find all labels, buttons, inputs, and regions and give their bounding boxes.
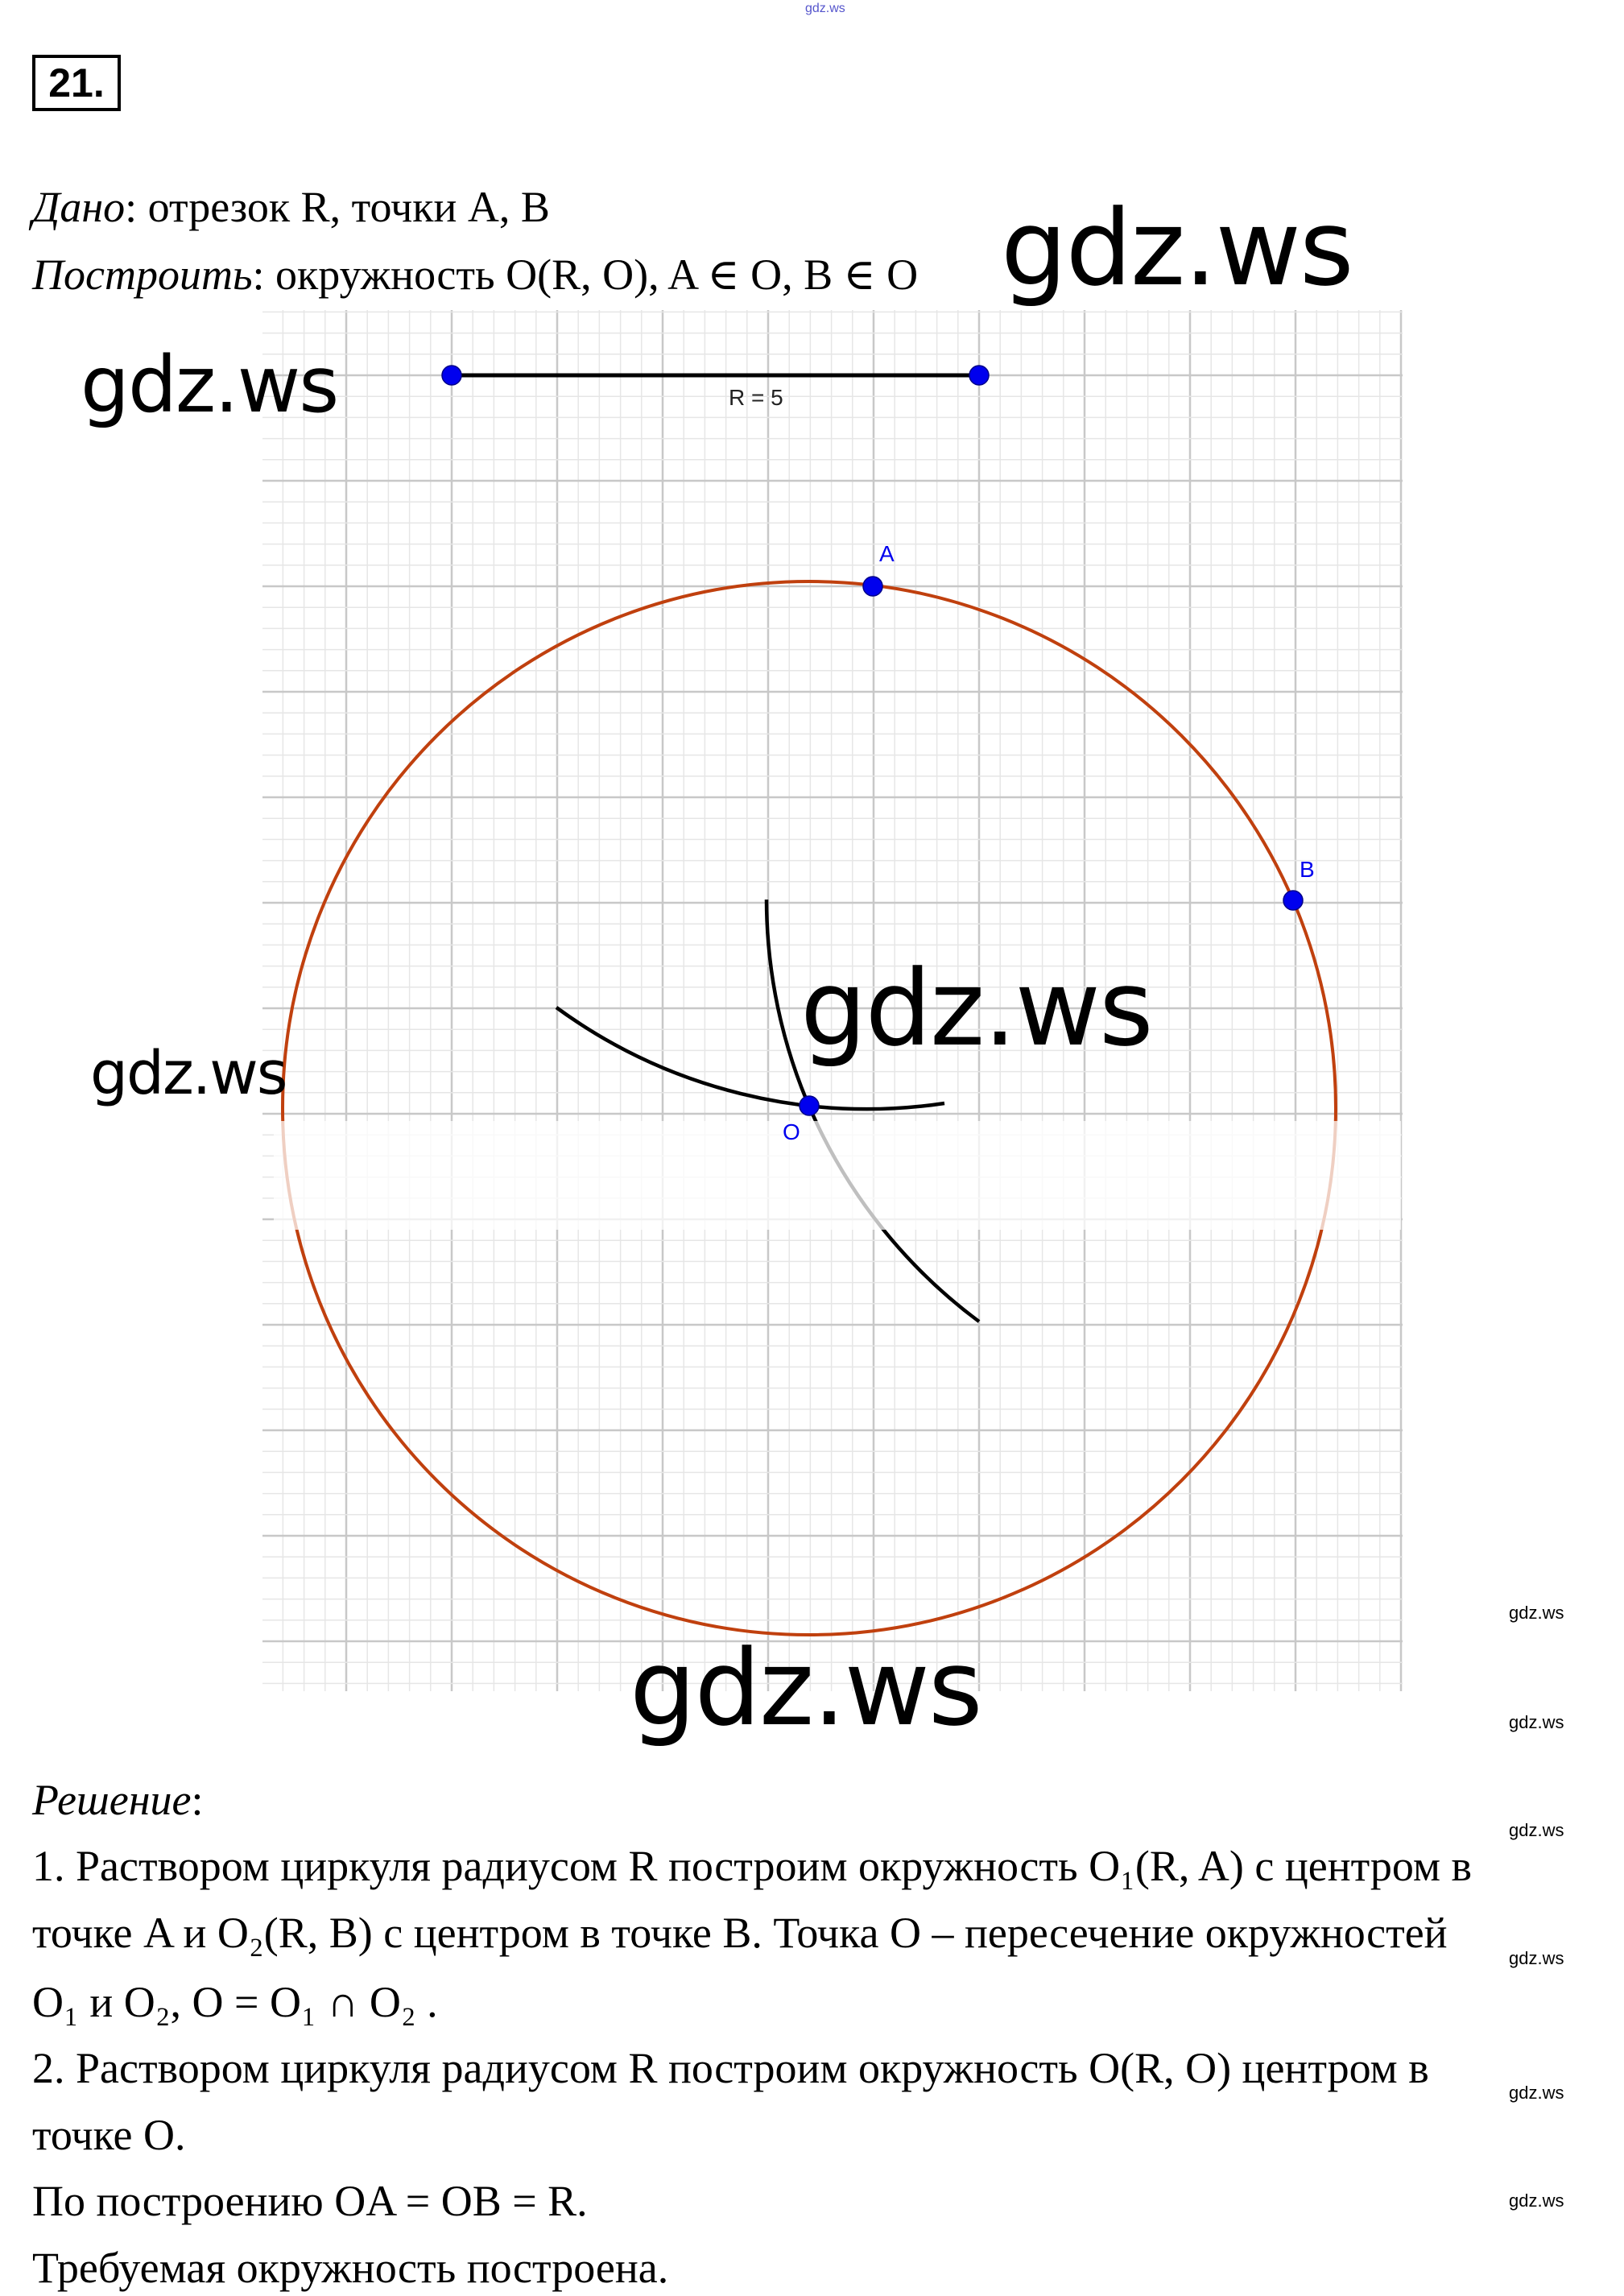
point-b: [1283, 890, 1304, 911]
point-a: [862, 576, 883, 597]
given-label: Дано: [32, 183, 126, 231]
watermark-top: gdz.ws: [805, 2, 845, 15]
watermark-band: [274, 1121, 1401, 1230]
point-label-b: B: [1300, 857, 1315, 882]
watermark-small: gdz.ws: [1509, 1603, 1564, 1623]
solution-line: точке A и O₂(R, B) с центром в точке B. …: [32, 1909, 1448, 1957]
construct-label: Построить: [32, 250, 253, 299]
grid: [262, 310, 1403, 1691]
watermark: gdz.ws: [1001, 187, 1354, 309]
solution-heading: Решение:: [32, 1776, 204, 1824]
problem-number: 21.: [32, 55, 121, 111]
point-o: [799, 1095, 820, 1116]
construct-line: Построить: окружность O(R, O), A ∈ O, B …: [32, 246, 918, 303]
watermark-small: gdz.ws: [1509, 1712, 1564, 1732]
solution-line: 1. Раствором циркуля радиусом R построим…: [32, 1842, 1473, 1890]
solution-line: 2. Раствором циркуля радиусом R построим…: [32, 2044, 1429, 2092]
watermark: gdz.ws: [90, 1039, 287, 1108]
watermark-small: gdz.ws: [1509, 2191, 1564, 2211]
given-line: Дано: отрезок R, точки A, B: [32, 179, 550, 235]
watermark-small: gdz.ws: [1509, 1948, 1564, 1968]
point-label-o: O: [783, 1119, 800, 1144]
circle-o: [281, 580, 1337, 1636]
watermark: gdz.ws: [630, 1627, 983, 1749]
watermark-small: gdz.ws: [1509, 1820, 1564, 1840]
watermark: gdz.ws: [800, 947, 1154, 1069]
segment-label: R = 5: [729, 385, 783, 410]
construct-text: : окружность O(R, O), A ∈ O, B ∈ O: [252, 250, 919, 299]
watermark: gdz.ws: [81, 340, 339, 430]
watermark-small: gdz.ws: [1509, 2083, 1564, 2103]
segment-endpoint: [969, 365, 990, 386]
solution-line: O₁ и O₂, O = O₁ ∩ O₂ .: [32, 1978, 438, 2026]
solution-line: точке O.: [32, 2111, 186, 2159]
arc-o1: [555, 1006, 945, 1111]
solution-line: По построению OA = OB = R.: [32, 2177, 588, 2225]
point-label-a: A: [879, 541, 895, 566]
segment-endpoint: [441, 365, 462, 386]
solution-label: Решение: [32, 1776, 192, 1824]
solution-line: Требуемая окружность построена.: [32, 2244, 669, 2292]
given-text: : отрезок R, точки A, B: [125, 183, 550, 231]
